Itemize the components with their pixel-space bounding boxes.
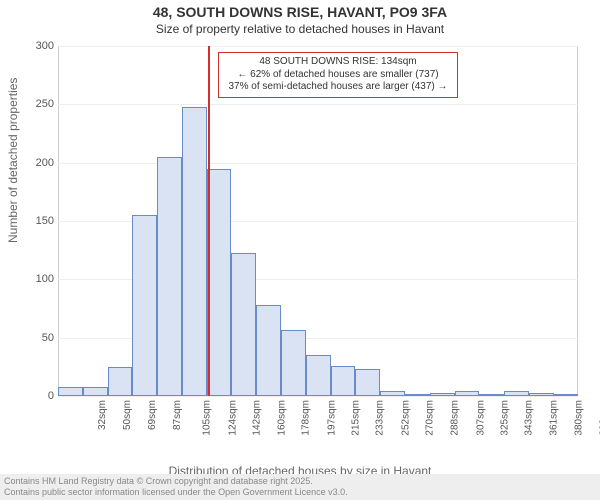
reference-info-line: 48 SOUTH DOWNS RISE: 134sqm xyxy=(224,56,452,69)
histogram-bar xyxy=(231,253,256,397)
gridline xyxy=(58,104,578,105)
plot-area: 48 SOUTH DOWNS RISE: 134sqm← 62% of deta… xyxy=(58,46,578,396)
x-tick-label: 124sqm xyxy=(227,400,238,436)
x-tick-label: 343sqm xyxy=(524,400,535,436)
y-axis-label: Number of detached properties xyxy=(6,78,20,243)
x-tick-label: 87sqm xyxy=(172,400,183,430)
histogram-bar xyxy=(479,394,504,396)
histogram-bar xyxy=(83,387,108,396)
y-tick-label: 300 xyxy=(24,40,54,52)
x-tick-label: 252sqm xyxy=(401,400,412,436)
reference-line xyxy=(208,46,210,396)
histogram-bar xyxy=(504,391,529,396)
gridline xyxy=(58,163,578,164)
histogram-bar xyxy=(355,369,380,396)
x-tick-label: 32sqm xyxy=(97,400,108,430)
y-tick-label: 100 xyxy=(24,273,54,285)
histogram-bar xyxy=(182,107,207,396)
histogram-bar xyxy=(405,394,430,396)
chart-title-main: 48, SOUTH DOWNS RISE, HAVANT, PO9 3FA xyxy=(0,4,600,20)
histogram-bar xyxy=(331,366,356,396)
x-tick-label: 160sqm xyxy=(276,400,287,436)
histogram-bar xyxy=(306,355,331,396)
x-tick-label: 288sqm xyxy=(449,400,460,436)
reference-info-box: 48 SOUTH DOWNS RISE: 134sqm← 62% of deta… xyxy=(218,52,458,98)
y-tick-label: 0 xyxy=(24,390,54,402)
histogram-bar xyxy=(554,394,579,396)
x-tick-label: 215sqm xyxy=(351,400,362,436)
x-tick-label: 197sqm xyxy=(326,400,337,436)
x-tick-label: 380sqm xyxy=(574,400,585,436)
x-tick-label: 270sqm xyxy=(425,400,436,436)
y-tick-label: 150 xyxy=(24,215,54,227)
histogram-bar xyxy=(58,387,83,396)
histogram-bar xyxy=(281,330,306,397)
histogram-bar xyxy=(108,367,133,396)
x-tick-label: 69sqm xyxy=(147,400,158,430)
histogram-bar xyxy=(207,169,232,397)
y-tick-label: 200 xyxy=(24,157,54,169)
x-tick-label: 178sqm xyxy=(300,400,311,436)
gridline xyxy=(58,46,578,47)
chart-title-sub: Size of property relative to detached ho… xyxy=(0,22,600,36)
y-tick-label: 50 xyxy=(24,332,54,344)
y-tick-label: 250 xyxy=(24,98,54,110)
histogram-bar xyxy=(256,305,281,396)
footer: Contains HM Land Registry data © Crown c… xyxy=(0,474,600,500)
histogram-bar xyxy=(430,393,455,397)
x-tick-label: 361sqm xyxy=(548,400,559,436)
reference-info-line: 37% of semi-detached houses are larger (… xyxy=(224,81,452,94)
x-tick-label: 142sqm xyxy=(252,400,263,436)
gridline xyxy=(58,396,578,397)
x-tick-label: 325sqm xyxy=(500,400,511,436)
reference-info-line: ← 62% of detached houses are smaller (73… xyxy=(224,69,452,82)
histogram-bar xyxy=(157,157,182,396)
histogram-bar xyxy=(380,391,405,396)
footer-line-2: Contains public sector information licen… xyxy=(4,487,596,498)
histogram-bar xyxy=(455,391,480,396)
x-tick-label: 105sqm xyxy=(202,400,213,436)
x-tick-label: 233sqm xyxy=(375,400,386,436)
x-tick-label: 50sqm xyxy=(122,400,133,430)
footer-line-1: Contains HM Land Registry data © Crown c… xyxy=(4,476,596,487)
histogram-bar xyxy=(529,393,554,397)
x-tick-label: 307sqm xyxy=(475,400,486,436)
histogram-bar xyxy=(132,215,157,396)
